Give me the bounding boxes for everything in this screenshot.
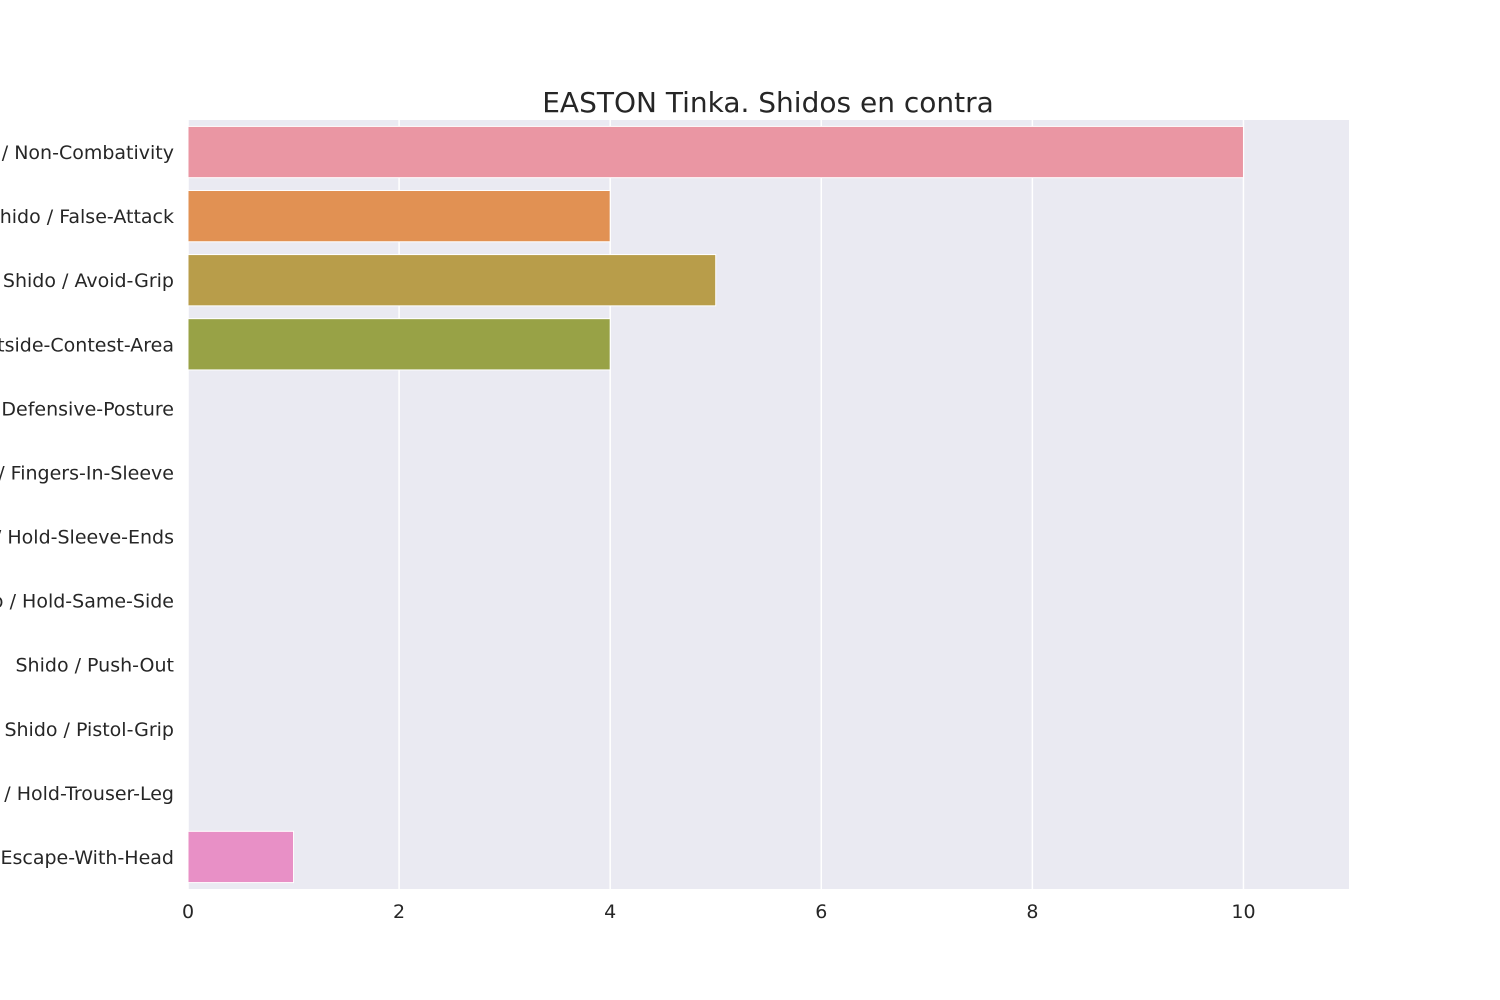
y-tick-label: Shido / Pistol-Grip — [4, 719, 174, 741]
y-tick-label: Shido / Avoid-Grip — [3, 270, 174, 292]
grid-lines — [187, 120, 1245, 889]
bar — [187, 189, 611, 243]
y-tick-labels: Shido / Non-Combativity Shido / False-Att… — [0, 142, 174, 869]
x-tick-label: 4 — [604, 901, 616, 923]
x-tick-label: 0 — [182, 901, 194, 923]
y-tick-label: Shido / Hold-Trouser-Leg — [0, 783, 174, 805]
y-tick-label: Shido / Defensive-Posture — [0, 398, 174, 420]
y-tick-label: Shido / Non-Combativity — [0, 142, 174, 164]
x-tick-label: 6 — [815, 901, 827, 923]
x-tick-label: 10 — [1231, 901, 1255, 923]
y-tick-label: Shido / Push-Out — [16, 655, 175, 677]
bar — [187, 254, 717, 307]
y-tick-label: Shido / Hold-Same-Side — [0, 591, 174, 613]
bars — [187, 125, 1244, 884]
x-tick-label: 2 — [393, 901, 405, 923]
bar — [187, 318, 611, 371]
bar — [187, 125, 1244, 179]
x-tick-labels: 0 2 4 6 8 10 — [182, 901, 1256, 923]
y-tick-label: Shido / False-Attack — [0, 206, 174, 228]
y-tick-label: Shido / Escape-With-Head — [0, 847, 174, 869]
plot-area — [188, 120, 1349, 889]
y-tick-label: Shido / Hold-Sleeve-Ends — [0, 527, 174, 549]
chart-title: EASTON Tinka. Shidos en contra — [542, 86, 994, 119]
bar — [187, 830, 295, 884]
y-tick-label: Shido / Outside-Contest-Area — [0, 334, 174, 356]
y-tick-label: Shido / Fingers-In-Sleeve — [0, 462, 174, 484]
x-tick-label: 8 — [1026, 901, 1038, 923]
